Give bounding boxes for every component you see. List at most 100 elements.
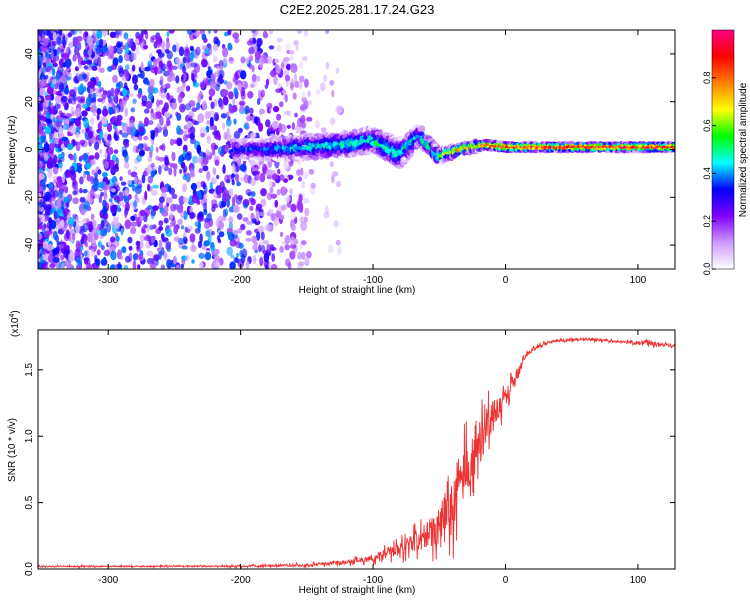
noise-mark (198, 168, 203, 174)
noise-mark (45, 230, 53, 235)
noise-mark (259, 239, 265, 246)
noise-mark (319, 82, 326, 92)
noise-mark (263, 252, 270, 263)
noise-mark (172, 44, 177, 53)
noise-mark (179, 91, 185, 98)
noise-mark (183, 48, 191, 58)
noise-mark (49, 219, 57, 229)
noise-mark (128, 252, 133, 263)
noise-mark (271, 173, 279, 181)
noise-mark (221, 217, 227, 221)
noise-mark (91, 219, 97, 228)
noise-mark (60, 48, 65, 58)
noise-mark (243, 123, 248, 130)
noise-mark (232, 32, 240, 39)
noise-mark (189, 206, 193, 213)
noise-mark (56, 207, 63, 215)
noise-mark (137, 126, 145, 133)
noise-mark (159, 75, 164, 85)
noise-mark (64, 58, 72, 68)
noise-mark (260, 89, 266, 98)
noise-mark (90, 106, 97, 113)
noise-mark (38, 261, 42, 269)
noise-mark (131, 64, 136, 72)
noise-mark (44, 206, 51, 216)
noise-mark (148, 78, 155, 88)
noise-mark (249, 55, 254, 62)
noise-mark (213, 144, 219, 150)
noise-mark (195, 181, 201, 190)
noise-mark (78, 99, 85, 104)
noise-mark (195, 46, 201, 56)
noise-mark (56, 176, 63, 182)
noise-mark (210, 101, 215, 110)
noise-mark (203, 194, 209, 199)
noise-mark (131, 52, 137, 61)
noise-mark (291, 122, 295, 130)
noise-mark (218, 65, 224, 70)
noise-mark (125, 71, 130, 81)
noise-mark (233, 118, 237, 125)
noise-mark (165, 228, 173, 237)
noise-mark (222, 96, 229, 106)
noise-mark (259, 108, 265, 115)
noise-mark (143, 45, 149, 50)
noise-mark (240, 56, 246, 64)
noise-mark (251, 244, 258, 251)
noise-mark (268, 30, 274, 35)
noise-mark (166, 31, 170, 37)
noise-mark (111, 154, 117, 162)
noise-mark (75, 240, 81, 250)
noise-mark (67, 211, 71, 221)
noise-mark (265, 119, 271, 128)
noise-mark (148, 92, 154, 101)
noise-mark (53, 167, 59, 175)
noise-mark (88, 196, 93, 204)
noise-mark (69, 125, 77, 135)
noise-mark (130, 221, 138, 227)
noise-mark (169, 221, 173, 228)
noise-mark (126, 40, 134, 48)
noise-mark (76, 165, 83, 174)
noise-mark (163, 70, 170, 77)
noise-mark (144, 190, 148, 201)
noise-mark (160, 186, 168, 193)
noise-mark (278, 122, 283, 132)
noise-mark (219, 204, 224, 209)
noise-mark (297, 176, 303, 182)
noise-mark (164, 156, 170, 166)
noise-mark (275, 88, 282, 93)
noise-mark (132, 74, 138, 85)
noise-mark (42, 228, 46, 237)
noise-mark (213, 248, 220, 255)
spectrogram-image (38, 30, 675, 269)
noise-mark (237, 258, 245, 268)
noise-mark (51, 67, 56, 77)
noise-mark (245, 57, 249, 65)
noise-mark (85, 127, 90, 133)
noise-mark (122, 87, 127, 97)
noise-mark (73, 251, 80, 257)
noise-mark (38, 254, 41, 260)
noise-mark (211, 149, 215, 156)
noise-mark (38, 232, 43, 240)
noise-mark (110, 87, 115, 97)
noise-mark (276, 188, 281, 196)
noise-mark (163, 217, 168, 224)
noise-mark (133, 83, 139, 91)
noise-mark (52, 56, 57, 66)
noise-mark (194, 158, 200, 164)
noise-mark (111, 115, 118, 123)
noise-mark (136, 241, 140, 250)
noise-mark (201, 33, 207, 41)
noise-mark (298, 193, 303, 202)
noise-mark (113, 195, 120, 201)
noise-mark (173, 236, 180, 242)
noise-mark (299, 216, 305, 224)
noise-mark (128, 119, 135, 127)
noise-mark (46, 86, 54, 95)
noise-mark (199, 81, 205, 89)
noise-mark (141, 174, 146, 184)
noise-mark (303, 216, 308, 223)
noise-mark (251, 30, 256, 34)
